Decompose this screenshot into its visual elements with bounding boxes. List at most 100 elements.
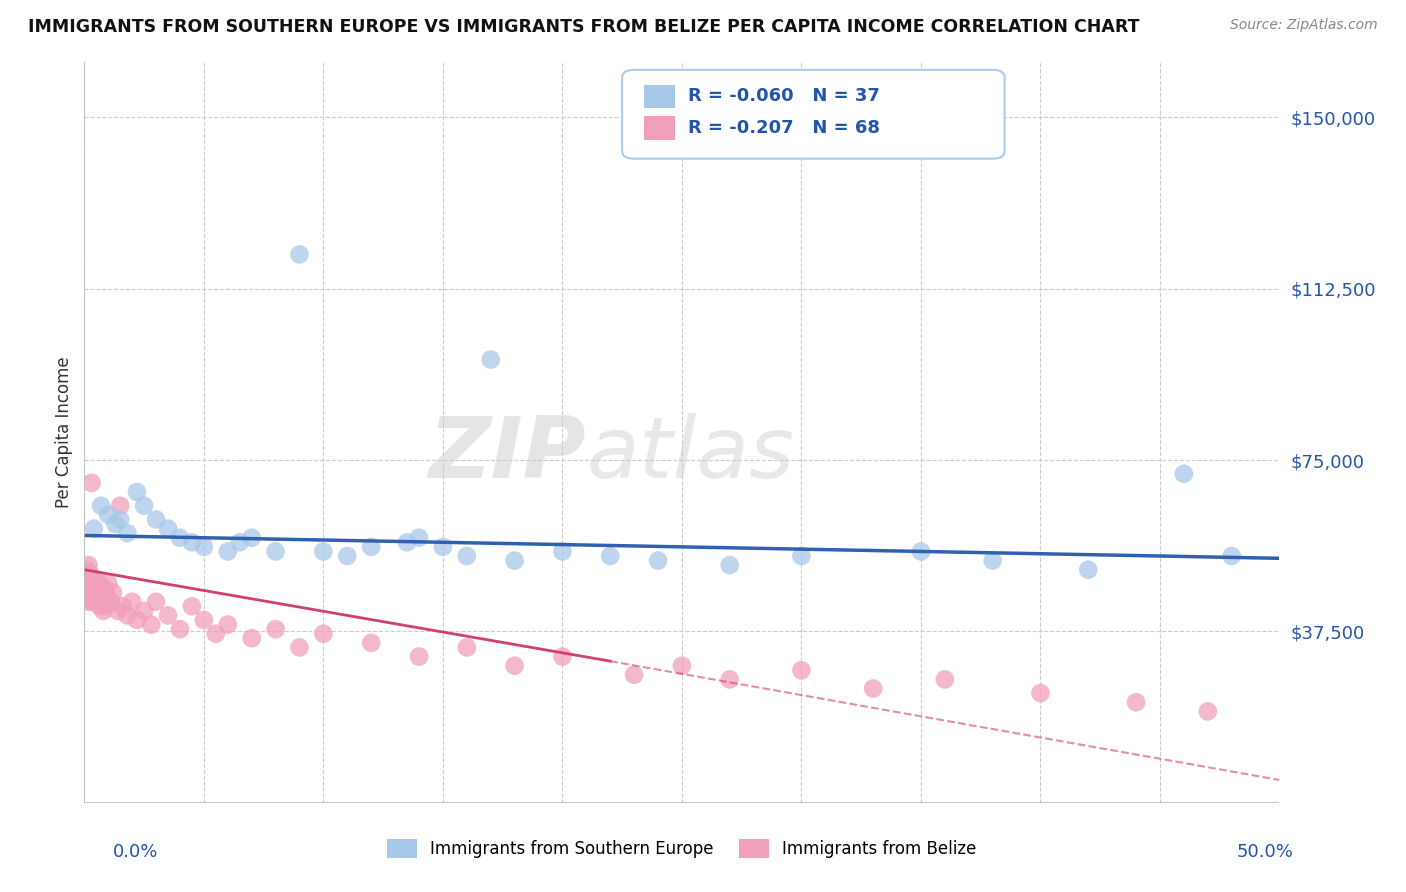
Point bbox=[934, 673, 956, 687]
Point bbox=[87, 576, 110, 591]
Point bbox=[84, 572, 107, 586]
Point bbox=[75, 585, 97, 599]
Point bbox=[125, 485, 148, 500]
Text: IMMIGRANTS FROM SOUTHERN EUROPE VS IMMIGRANTS FROM BELIZE PER CAPITA INCOME CORR: IMMIGRANTS FROM SOUTHERN EUROPE VS IMMIG… bbox=[28, 18, 1140, 36]
Point bbox=[107, 604, 129, 618]
Point bbox=[623, 668, 645, 682]
Point bbox=[75, 567, 97, 582]
Point bbox=[77, 595, 100, 609]
Point bbox=[240, 632, 263, 646]
Point bbox=[77, 572, 100, 586]
Point bbox=[1220, 549, 1243, 563]
Point bbox=[76, 581, 98, 595]
Point bbox=[229, 535, 252, 549]
Text: R = -0.207   N = 68: R = -0.207 N = 68 bbox=[688, 119, 880, 136]
Point bbox=[264, 622, 287, 636]
Point bbox=[157, 608, 180, 623]
Point bbox=[288, 640, 311, 655]
Point bbox=[551, 544, 574, 558]
Point bbox=[396, 535, 419, 549]
Point bbox=[169, 531, 191, 545]
Point bbox=[599, 549, 621, 563]
Point bbox=[132, 604, 156, 618]
Point bbox=[671, 658, 693, 673]
Point bbox=[193, 540, 215, 554]
Point bbox=[264, 544, 287, 558]
Text: 0.0%: 0.0% bbox=[112, 843, 157, 861]
Point bbox=[205, 626, 228, 640]
Point bbox=[86, 595, 108, 609]
Point bbox=[862, 681, 884, 696]
Point bbox=[79, 567, 101, 582]
Point bbox=[75, 576, 97, 591]
Point bbox=[790, 663, 813, 677]
Point bbox=[76, 567, 98, 582]
Point bbox=[456, 549, 478, 563]
Point bbox=[76, 563, 98, 577]
Point bbox=[360, 636, 382, 650]
Point bbox=[432, 540, 454, 554]
Point bbox=[312, 626, 335, 640]
Point bbox=[117, 526, 139, 541]
Point bbox=[125, 613, 148, 627]
Point bbox=[93, 581, 115, 595]
Point bbox=[181, 599, 204, 614]
Text: 50.0%: 50.0% bbox=[1237, 843, 1294, 861]
Point bbox=[169, 622, 191, 636]
Text: Source: ZipAtlas.com: Source: ZipAtlas.com bbox=[1230, 18, 1378, 32]
Point bbox=[77, 590, 100, 604]
Point bbox=[80, 590, 103, 604]
Point bbox=[79, 585, 101, 599]
Point bbox=[157, 522, 180, 536]
Point bbox=[456, 640, 478, 655]
Point bbox=[240, 531, 263, 545]
Point bbox=[89, 599, 111, 614]
Text: R = -0.060   N = 37: R = -0.060 N = 37 bbox=[688, 87, 880, 104]
Point bbox=[312, 544, 335, 558]
Point bbox=[86, 585, 108, 599]
Point bbox=[94, 599, 117, 614]
Point bbox=[110, 512, 132, 526]
Point bbox=[718, 558, 741, 573]
Point bbox=[83, 581, 105, 595]
Point bbox=[100, 595, 122, 609]
FancyBboxPatch shape bbox=[644, 117, 675, 140]
Text: ZIP: ZIP bbox=[429, 413, 586, 496]
Point bbox=[111, 599, 134, 614]
Point bbox=[145, 595, 167, 609]
Point bbox=[97, 576, 120, 591]
Point bbox=[80, 581, 103, 595]
Point bbox=[1077, 563, 1099, 577]
Point bbox=[181, 535, 204, 549]
FancyBboxPatch shape bbox=[644, 85, 675, 108]
Point bbox=[217, 544, 239, 558]
Legend: Immigrants from Southern Europe, Immigrants from Belize: Immigrants from Southern Europe, Immigra… bbox=[381, 832, 983, 865]
Point bbox=[647, 553, 669, 567]
Point bbox=[288, 247, 311, 261]
Point bbox=[76, 572, 98, 586]
Point bbox=[90, 585, 112, 599]
Point bbox=[360, 540, 382, 554]
Point bbox=[101, 585, 124, 599]
FancyBboxPatch shape bbox=[623, 70, 1005, 159]
Point bbox=[551, 649, 574, 664]
Point bbox=[145, 512, 167, 526]
Point bbox=[121, 595, 143, 609]
Point bbox=[1125, 695, 1147, 709]
Point bbox=[104, 516, 127, 531]
Point bbox=[336, 549, 359, 563]
Point bbox=[80, 475, 103, 490]
Point bbox=[718, 673, 741, 687]
Point bbox=[1197, 705, 1219, 719]
Point bbox=[82, 595, 104, 609]
Point bbox=[479, 352, 502, 367]
Text: atlas: atlas bbox=[586, 413, 794, 496]
Point bbox=[77, 576, 100, 591]
Point bbox=[408, 649, 430, 664]
Point bbox=[77, 558, 100, 573]
Point bbox=[217, 617, 239, 632]
Point bbox=[117, 608, 139, 623]
Point bbox=[91, 595, 114, 609]
Point bbox=[132, 499, 156, 513]
Y-axis label: Per Capita Income: Per Capita Income bbox=[55, 357, 73, 508]
